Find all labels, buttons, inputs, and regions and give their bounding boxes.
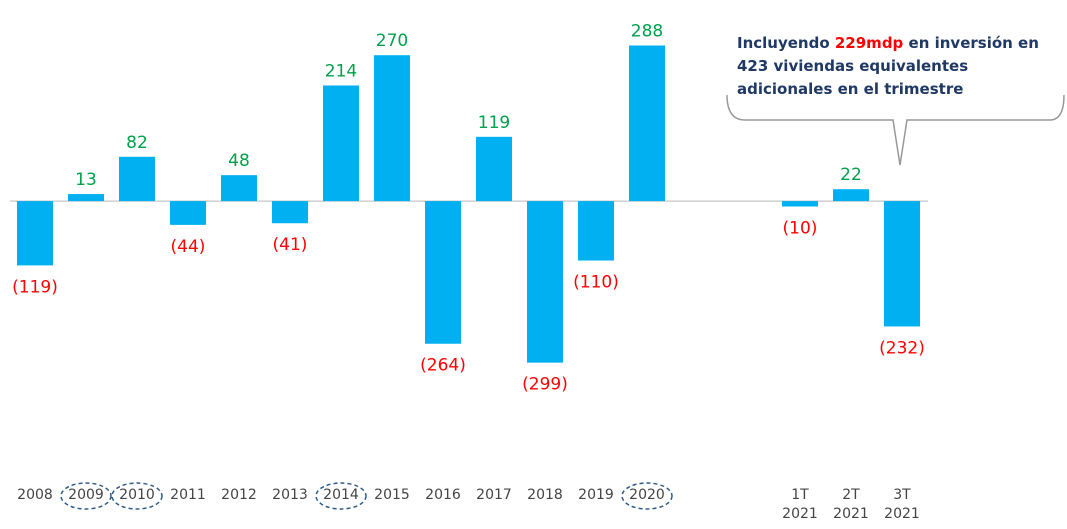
bar xyxy=(17,201,53,266)
value-label: 48 xyxy=(228,151,250,171)
value-label: 82 xyxy=(126,133,148,153)
x-tick-label: 2T 2021 xyxy=(833,487,869,522)
x-tick-label: 2018 xyxy=(527,487,563,503)
value-label: 270 xyxy=(376,31,408,51)
value-label: 214 xyxy=(325,61,357,81)
x-tick-label: 2016 xyxy=(425,487,461,503)
value-label: (119) xyxy=(12,277,58,297)
value-label: (232) xyxy=(879,338,925,358)
x-tick-label: 2017 xyxy=(476,487,512,503)
bar xyxy=(374,55,410,202)
category-highlight xyxy=(315,482,367,510)
bar xyxy=(221,175,257,202)
annotation-text: en inversión en 423 viviendas equivalent… xyxy=(737,34,1039,98)
x-tick-label: 3T 2021 xyxy=(884,487,920,522)
bar xyxy=(833,189,869,202)
bar xyxy=(629,45,665,202)
category-highlight xyxy=(621,482,673,510)
annotation: Incluyendo 229mdp en inversión en 423 vi… xyxy=(737,32,1052,101)
x-tick-label: 2013 xyxy=(272,487,308,503)
bar xyxy=(119,156,155,202)
annotation-bracket xyxy=(726,94,1065,166)
x-tick-label: 2010 xyxy=(119,487,155,503)
x-tick-label: 2015 xyxy=(374,487,410,503)
x-tick-label: 1T 2021 xyxy=(782,487,818,522)
x-tick-label: 2008 xyxy=(17,487,53,503)
x-tick-label: 2014 xyxy=(323,487,359,503)
bar xyxy=(578,201,614,261)
bar xyxy=(884,201,920,327)
value-label: 119 xyxy=(478,113,510,133)
value-label: (110) xyxy=(573,273,619,293)
x-tick-label: 2020 xyxy=(629,487,665,503)
category-highlight xyxy=(60,482,112,510)
bar xyxy=(170,201,206,225)
annotation-text: Incluyendo xyxy=(737,34,835,52)
bar xyxy=(527,201,563,363)
x-tick-label: 2011 xyxy=(170,487,206,503)
value-label: (10) xyxy=(783,219,818,239)
bar xyxy=(476,136,512,202)
value-label: (44) xyxy=(171,237,206,257)
bar xyxy=(323,85,359,202)
value-label: (299) xyxy=(522,375,568,395)
bar xyxy=(272,201,308,224)
category-highlight xyxy=(111,482,163,510)
bar xyxy=(782,201,818,207)
annotation-text: 229mdp xyxy=(834,34,904,52)
value-label: 22 xyxy=(840,165,862,185)
value-label: 13 xyxy=(75,170,97,190)
x-tick-label: 2012 xyxy=(221,487,257,503)
x-tick-label: 2009 xyxy=(68,487,104,503)
bar xyxy=(425,201,461,344)
value-label: (264) xyxy=(420,356,466,376)
bar xyxy=(68,194,104,202)
value-label: (41) xyxy=(273,235,308,255)
value-label: 288 xyxy=(631,21,663,41)
x-tick-label: 2019 xyxy=(578,487,614,503)
